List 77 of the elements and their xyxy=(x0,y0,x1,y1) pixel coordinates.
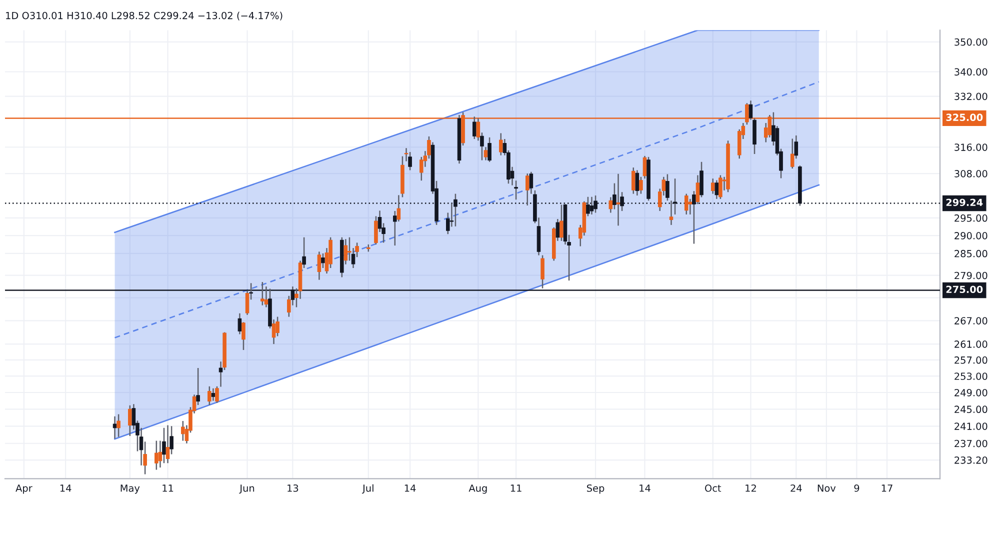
x-tick-label: 14 xyxy=(404,484,416,492)
candlestick xyxy=(714,180,719,200)
x-tick-label: Jun xyxy=(239,484,254,494)
y-tick-label: 285.00 xyxy=(954,250,988,258)
y-tick-label: 316.00 xyxy=(954,144,988,151)
candlestick xyxy=(128,404,132,437)
candlestick xyxy=(748,100,753,120)
y-tick-label: 350.00 xyxy=(954,38,988,46)
candlestick xyxy=(718,174,722,200)
candlestick xyxy=(264,286,268,308)
candlestick xyxy=(688,198,692,216)
candlestick xyxy=(790,138,794,170)
x-tick-label: 14 xyxy=(640,484,650,492)
candlestick xyxy=(514,180,518,200)
candlestick xyxy=(639,176,643,194)
x-tick-label: 14 xyxy=(60,484,72,492)
y-tick-label: 267.00 xyxy=(954,317,988,324)
candlestick xyxy=(488,136,492,163)
candlestick xyxy=(635,170,640,196)
y-tick-label: 257.00 xyxy=(954,356,988,364)
x-tick-label: 24 xyxy=(790,484,802,492)
x-tick-label: Sep xyxy=(587,484,604,494)
y-tick-label: 245.00 xyxy=(954,406,988,414)
x-tick-label: 11 xyxy=(510,484,522,492)
x-tick-label: Oct xyxy=(705,484,722,492)
candlestick xyxy=(215,386,219,404)
candlestick xyxy=(408,151,412,171)
candlestick xyxy=(260,281,264,306)
candlestick xyxy=(472,116,476,140)
candlestick xyxy=(540,254,544,289)
y-tick-label: 308.00 xyxy=(954,170,988,178)
candlestick xyxy=(560,204,564,242)
candlestick xyxy=(499,132,503,156)
ref-line-label: 299.24 xyxy=(946,198,983,206)
y-tick-label: 290.00 xyxy=(954,232,988,240)
y-tick-label: 295.00 xyxy=(954,214,988,222)
y-tick-label: 340.00 xyxy=(954,68,988,76)
y-tick-label: 249.00 xyxy=(954,388,988,396)
x-tick-label: Aug xyxy=(468,484,487,494)
y-tick-label: 332.00 xyxy=(954,92,988,100)
x-tick-label: Jul xyxy=(362,484,374,494)
candlestick xyxy=(321,252,325,269)
x-tick-label: 11 xyxy=(162,484,174,492)
x-tick-label: May xyxy=(120,484,140,494)
y-tick-label: 279.00 xyxy=(954,272,988,280)
y-tick-label: 237.00 xyxy=(954,440,988,448)
candlestick xyxy=(684,193,688,216)
candlestick xyxy=(208,386,212,406)
candlestick xyxy=(162,427,166,464)
candlestick xyxy=(710,178,715,194)
ref-line-label: 275.00 xyxy=(946,286,983,294)
candlestick xyxy=(166,424,170,464)
x-tick-label: Apr xyxy=(16,484,32,494)
chart-title: 1D O310.01 H310.40 L298.52 C299.24 −13.02 (−4.17%) xyxy=(6,12,282,20)
y-tick-label: 241.00 xyxy=(954,422,988,430)
x-tick-label: 9 xyxy=(854,484,860,492)
x-tick-label: 12 xyxy=(746,484,756,492)
candlestick xyxy=(669,200,674,226)
ref-line-label: 325.00 xyxy=(946,114,983,122)
x-tick-label: 17 xyxy=(882,484,892,492)
x-tick-label: Nov xyxy=(818,484,836,492)
candlestick xyxy=(218,360,223,388)
candlestick xyxy=(112,416,117,440)
candlestick xyxy=(211,388,216,402)
x-tick-label: 13 xyxy=(288,484,298,492)
candlestick xyxy=(116,414,120,438)
y-tick-label: 261.00 xyxy=(954,340,988,348)
candlestick xyxy=(616,173,620,226)
y-tick-label: 233.20 xyxy=(954,456,988,464)
candlestick xyxy=(344,238,348,265)
candlestick xyxy=(526,172,530,206)
candlestick xyxy=(317,251,322,280)
candlestick xyxy=(631,166,636,194)
y-tick-label: 253.00 xyxy=(954,372,988,380)
candlestick xyxy=(181,420,185,442)
candlestick xyxy=(666,174,670,202)
candlestick xyxy=(154,440,158,470)
